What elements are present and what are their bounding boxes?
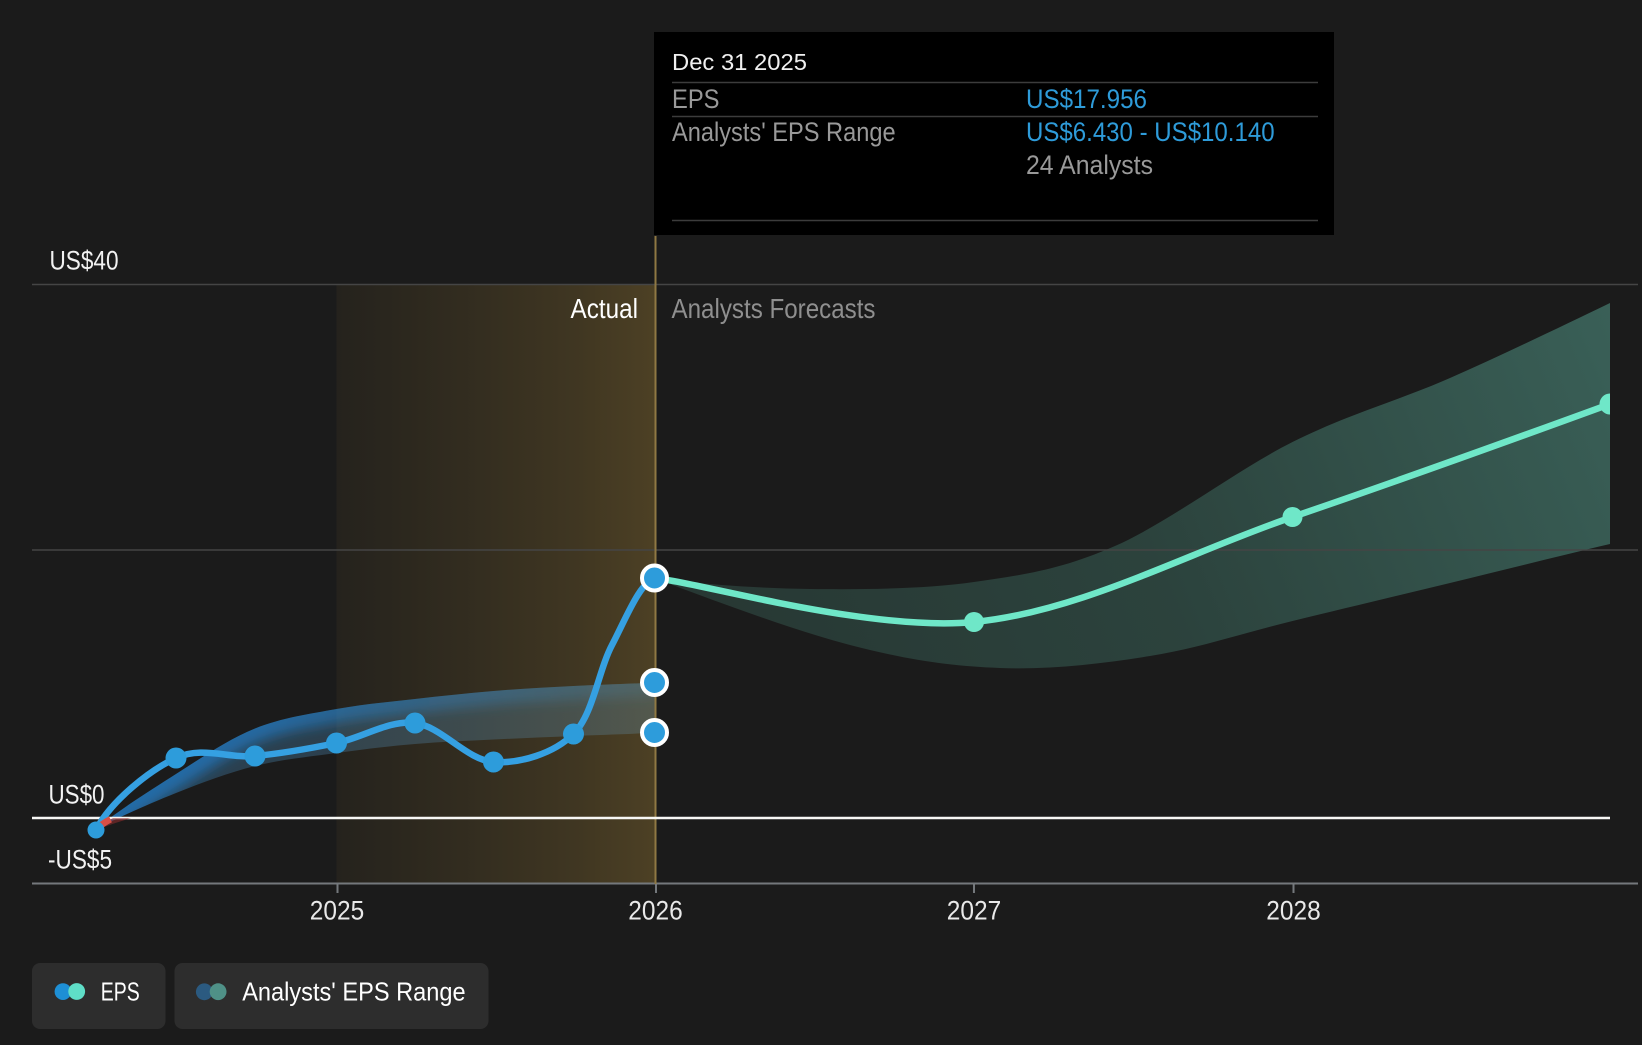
svg-text:2027: 2027 bbox=[947, 896, 1001, 926]
svg-text:US$17.956: US$17.956 bbox=[1026, 84, 1147, 114]
svg-text:Actual: Actual bbox=[571, 293, 639, 324]
svg-text:US$40: US$40 bbox=[50, 246, 119, 276]
svg-text:EPS: EPS bbox=[101, 977, 140, 1007]
svg-text:2026: 2026 bbox=[628, 896, 682, 926]
svg-text:2025: 2025 bbox=[310, 896, 364, 926]
svg-text:Analysts Forecasts: Analysts Forecasts bbox=[672, 293, 876, 324]
svg-text:Analysts' EPS Range: Analysts' EPS Range bbox=[672, 117, 896, 147]
svg-text:US$0: US$0 bbox=[49, 780, 105, 810]
svg-text:Analysts' EPS Range: Analysts' EPS Range bbox=[242, 977, 465, 1007]
svg-text:US$6.430 - US$10.140: US$6.430 - US$10.140 bbox=[1026, 117, 1275, 147]
svg-text:Dec 31 2025: Dec 31 2025 bbox=[672, 49, 807, 75]
svg-text:-US$5: -US$5 bbox=[48, 845, 112, 875]
svg-text:EPS: EPS bbox=[672, 84, 720, 114]
svg-text:24 Analysts: 24 Analysts bbox=[1026, 150, 1153, 180]
svg-text:2028: 2028 bbox=[1266, 896, 1320, 926]
